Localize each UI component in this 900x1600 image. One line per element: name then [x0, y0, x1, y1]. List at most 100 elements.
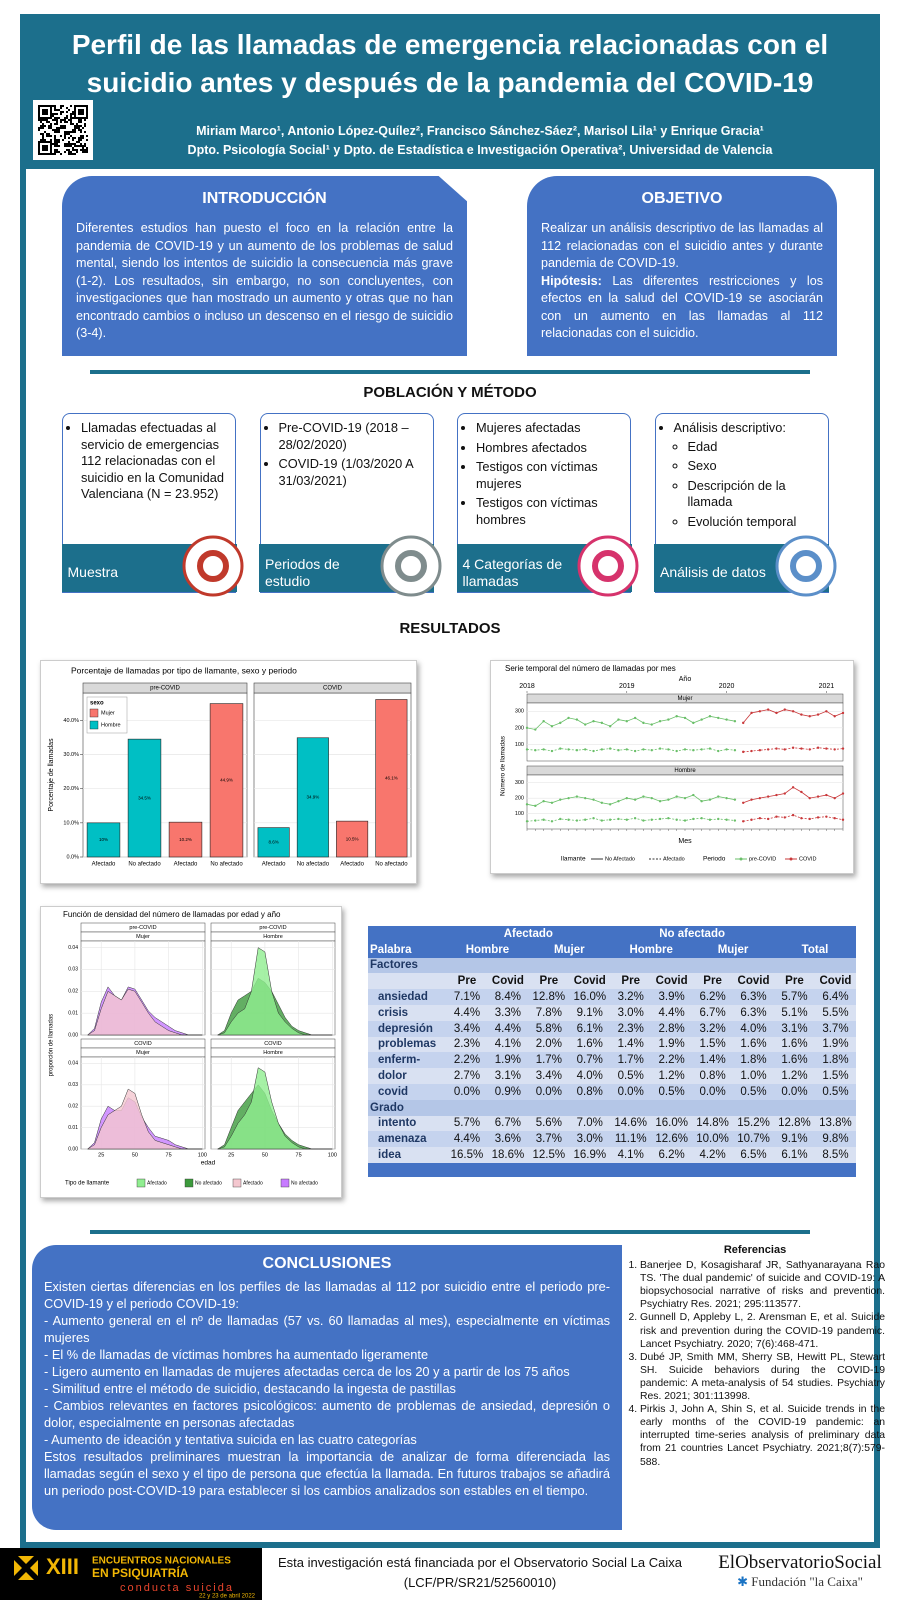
legend-swatch — [89, 720, 99, 730]
qr-cell — [52, 115, 54, 117]
series-point — [783, 816, 786, 819]
references: Referencias Banerjee D, Kosagisharaf JR,… — [625, 1244, 885, 1469]
x-tick-label: No afectado — [375, 862, 408, 868]
header-row: Afectado No afectado — [368, 926, 856, 942]
qr-cell — [38, 147, 40, 149]
table-cell: 4.0% — [569, 1068, 611, 1084]
qr-cell — [54, 145, 56, 147]
series-point — [650, 796, 653, 800]
qr-cell — [54, 141, 56, 143]
legend-label: COVID — [799, 856, 816, 862]
series-point — [525, 803, 529, 806]
qr-cell — [78, 117, 80, 119]
table-cell: 5.5% — [814, 1004, 856, 1021]
x-tick-label: Afectado — [174, 862, 198, 868]
qr-cell — [80, 111, 82, 113]
qr-cell — [48, 133, 50, 135]
series-point — [783, 792, 786, 795]
conclusions-title: CONCLUSIONES — [262, 1255, 392, 1272]
table-cell: 3.7% — [814, 1020, 856, 1037]
qr-cell — [56, 151, 58, 153]
qr-cell — [50, 113, 52, 115]
table-cell: 6.3% — [733, 989, 774, 1005]
x-tick-label: No afectado — [297, 862, 330, 868]
series-point — [650, 818, 653, 821]
intro-box: INTRODUCCIÓN Diferentes estudios han pue… — [62, 176, 467, 356]
table-cell: 3.1% — [773, 1020, 815, 1037]
header-row: Palabra Hombre Mujer Hombre Mujer Total — [368, 941, 856, 958]
qr-cell — [66, 149, 68, 151]
card-item: Testigos con víctimas mujeres — [476, 459, 626, 492]
icon-circle — [380, 535, 441, 597]
qr-cell — [50, 109, 52, 111]
qr-cell — [46, 117, 48, 119]
period-header: Covid — [487, 973, 529, 990]
bar-label: 46.1% — [385, 775, 398, 780]
qr-cell — [58, 145, 60, 147]
series-point — [608, 747, 612, 750]
qr-cell — [44, 117, 46, 119]
qr-cell — [48, 125, 50, 127]
congress-logo: XIII ENCUENTROS NACIONALES EN PSIQUIATRÍ… — [0, 1548, 262, 1600]
row-label: ansiedad — [368, 989, 447, 1005]
qr-cell — [50, 117, 52, 119]
qr-cell — [70, 153, 72, 155]
series-point — [650, 749, 653, 752]
icon-glyph — [789, 550, 822, 582]
qr-cell — [72, 149, 74, 151]
series-point — [800, 817, 803, 820]
qr-cell — [38, 115, 40, 117]
card-item: Testigos con víctimas hombres — [476, 495, 626, 528]
series-point — [658, 747, 662, 750]
series-point — [675, 749, 678, 753]
series-point — [825, 815, 828, 818]
x-top-tick-label: 2018 — [519, 683, 535, 690]
qr-cell — [54, 105, 56, 107]
series-point — [534, 728, 537, 731]
qr-cell — [84, 119, 86, 121]
data-row: problemas 2.3% 4.1% 2.0% 1.6% 1.4% 1.9% 1.5% 1.6… — [368, 1036, 856, 1053]
table-cell: 3.9% — [651, 989, 693, 1005]
table-cell: 7.0% — [569, 1115, 611, 1132]
qr-cell — [72, 147, 74, 149]
series-point — [775, 793, 778, 797]
bar-label: 44.9% — [220, 777, 233, 782]
qr-cell — [58, 129, 60, 131]
series-point — [841, 818, 845, 821]
objective-text: Realizar un análisis descriptivo de las … — [541, 221, 823, 270]
series-point — [742, 820, 745, 823]
qr-cell — [80, 125, 82, 127]
table-cell: 1.2% — [773, 1068, 815, 1084]
x-tick-label: 100 — [198, 1152, 207, 1158]
qr-cell — [40, 119, 42, 121]
qr-cell — [44, 147, 46, 149]
series-point — [642, 721, 645, 725]
qr-cell — [84, 149, 86, 151]
bar-label: 10% — [99, 837, 108, 842]
series-point — [559, 817, 562, 821]
table-cell: 8.4% — [487, 989, 529, 1005]
series-point — [733, 749, 737, 752]
objective-box: OBJETIVO Realizar un análisis descriptiv… — [527, 176, 837, 356]
y-axis-label: Número de llamadas — [500, 735, 507, 796]
x-tick-label: 100 — [328, 1152, 337, 1158]
qr-cell — [38, 153, 40, 155]
table-cell: 3.4% — [446, 1020, 488, 1037]
series-point — [617, 800, 620, 803]
qr-cell — [54, 119, 56, 121]
card-list: Pre-COVID-19 (2018 – 28/02/2020)COVID-19… — [261, 420, 433, 489]
qr-cell — [72, 111, 74, 113]
x-axis-label: Mes — [678, 838, 692, 845]
qr-cell — [56, 113, 58, 115]
method-card: Análisis descriptivo:EdadSexoDescripción… — [654, 413, 836, 597]
legend-swatch — [184, 1178, 194, 1188]
qr-cell — [64, 121, 66, 123]
icon-glyph — [197, 550, 229, 582]
data-row: crisis 4.4% 3.3% 7.8% 9.1% 3.0% 4.4% 6.7% 6.3% 5.… — [368, 1004, 856, 1021]
qr-cell — [70, 135, 72, 137]
qr-cell — [78, 113, 80, 115]
density-area — [86, 1088, 203, 1150]
icon-circle — [775, 535, 836, 597]
qr-cell — [38, 151, 40, 153]
qr-cell — [58, 151, 60, 153]
